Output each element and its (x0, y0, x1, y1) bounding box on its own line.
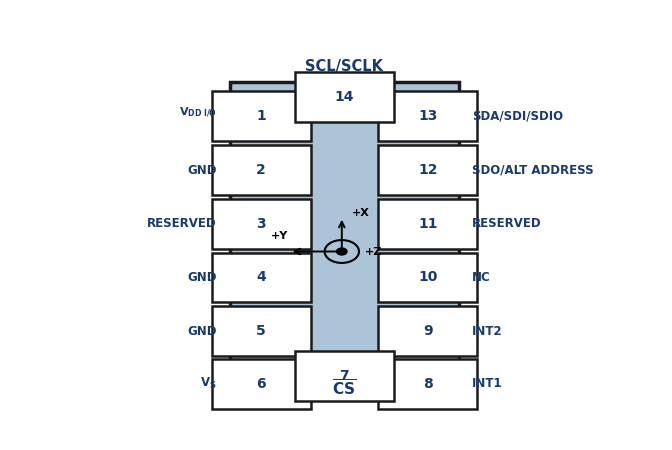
Text: +Y: +Y (271, 231, 288, 241)
Bar (378, 306, 477, 356)
Bar (212, 252, 310, 302)
Bar (378, 252, 477, 302)
Text: SDA/SDI/SDIO: SDA/SDI/SDIO (472, 110, 563, 123)
Text: 11: 11 (418, 217, 437, 231)
Text: SCL/SCLK: SCL/SCLK (305, 58, 384, 74)
Text: +Z: +Z (366, 247, 382, 256)
Text: 3: 3 (256, 217, 266, 231)
Text: $\mathbf{V_S}$: $\mathbf{V_S}$ (200, 376, 217, 392)
Text: $\overline{\mathbf{CS}}$: $\overline{\mathbf{CS}}$ (333, 378, 356, 399)
Text: 1: 1 (256, 109, 266, 123)
Text: SDO/ALT ADDRESS: SDO/ALT ADDRESS (472, 164, 593, 176)
Text: 9: 9 (423, 324, 433, 338)
Text: +X: +X (352, 208, 370, 218)
Text: 6: 6 (256, 377, 266, 391)
Text: 12: 12 (418, 163, 437, 177)
Bar (378, 91, 477, 141)
Circle shape (337, 248, 347, 255)
Text: 13: 13 (418, 109, 437, 123)
Text: 8: 8 (423, 377, 433, 391)
Text: GND: GND (187, 164, 217, 176)
Text: 14: 14 (335, 90, 354, 104)
Bar (230, 82, 459, 376)
Bar (212, 91, 310, 141)
Bar (212, 199, 310, 249)
Bar (295, 72, 394, 122)
Text: 2: 2 (256, 163, 266, 177)
Bar (212, 306, 310, 356)
Text: 10: 10 (418, 270, 437, 284)
Text: INT2: INT2 (472, 325, 503, 338)
Text: 5: 5 (256, 324, 266, 338)
Text: 4: 4 (256, 270, 266, 284)
Text: RESERVED: RESERVED (472, 217, 542, 230)
Bar (295, 351, 394, 400)
Text: GND: GND (187, 325, 217, 338)
Text: 7: 7 (339, 369, 349, 382)
Bar (378, 199, 477, 249)
Bar (378, 145, 477, 195)
Text: $\mathbf{V_{DD\ I/O}}$: $\mathbf{V_{DD\ I/O}}$ (179, 106, 217, 120)
Text: GND: GND (187, 271, 217, 284)
Bar (378, 359, 477, 409)
Text: INT1: INT1 (472, 378, 503, 390)
Text: RESERVED: RESERVED (147, 217, 217, 230)
Text: NC: NC (472, 271, 491, 284)
Bar (212, 145, 310, 195)
Bar (212, 359, 310, 409)
